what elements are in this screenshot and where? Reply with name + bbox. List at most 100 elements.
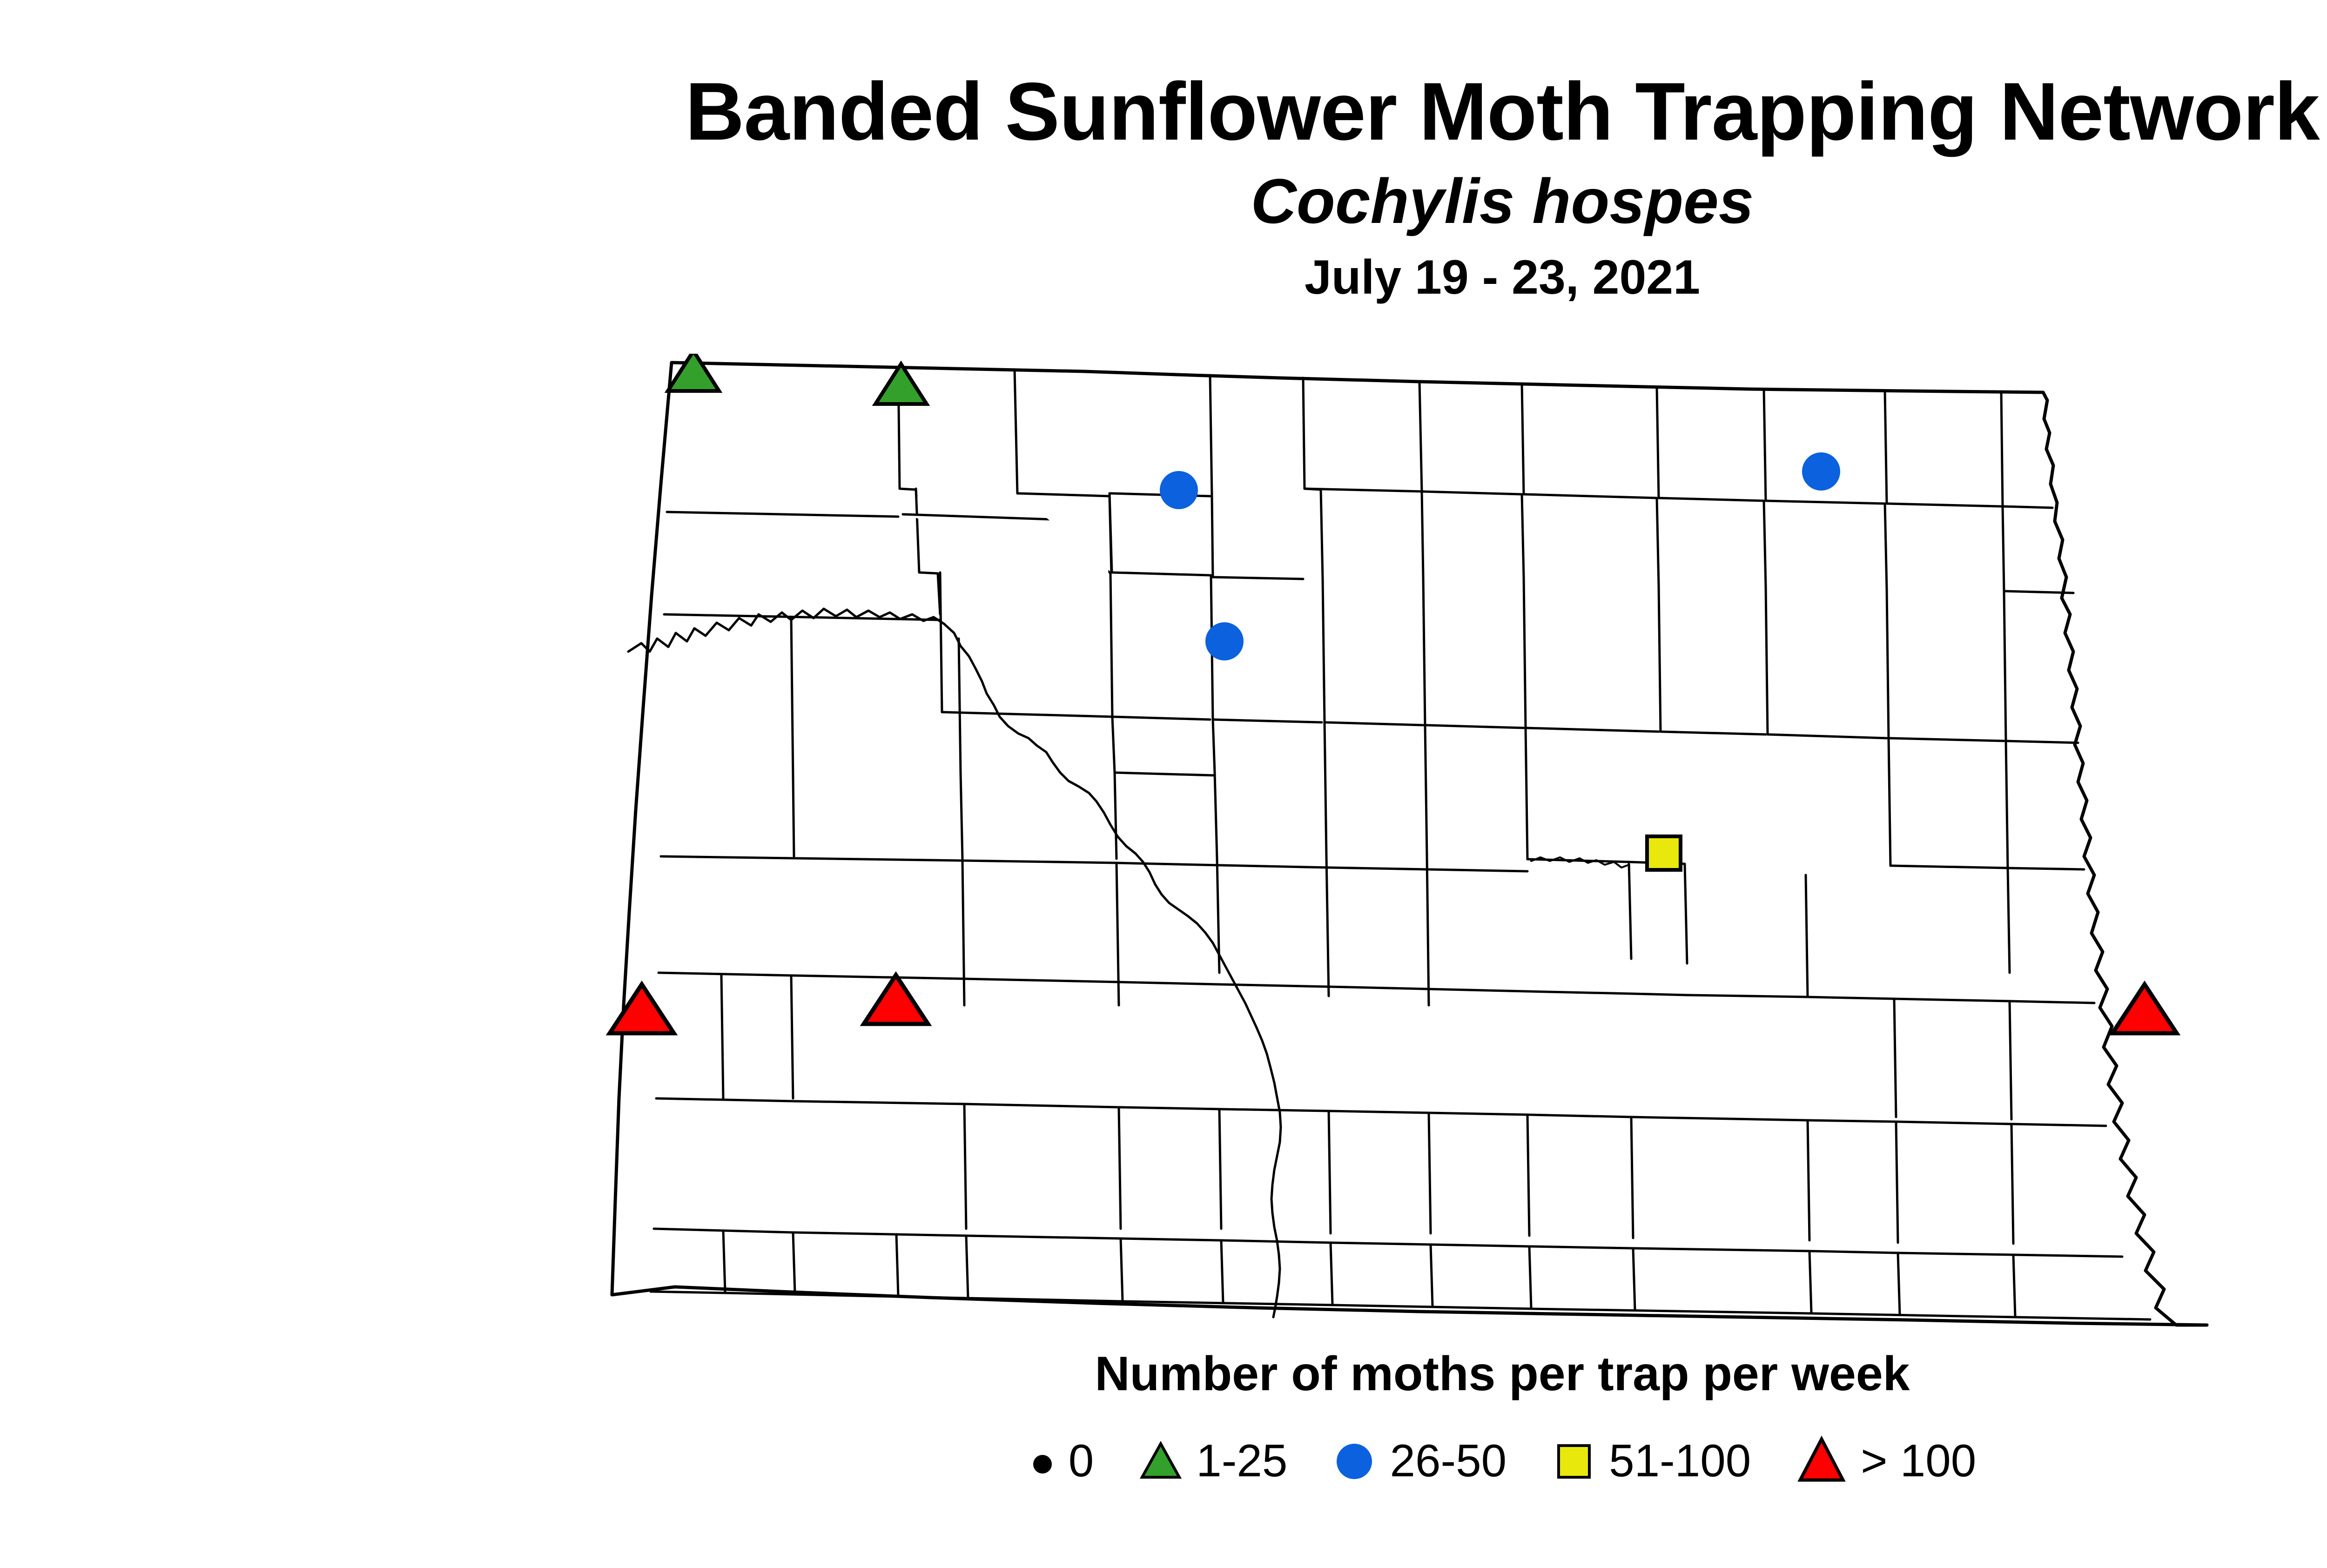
legend-item-0[interactable]: 0 (1029, 1437, 1094, 1484)
county-line (722, 1229, 726, 1293)
map-marker-triangle-red[interactable] (860, 971, 932, 1026)
county-line (1883, 389, 1888, 505)
map-marker-square-yellow[interactable] (1645, 834, 1682, 872)
county-line (961, 859, 966, 1007)
county-line (1427, 1111, 1529, 1116)
county-line (1327, 1110, 1332, 1235)
county-line (1119, 1237, 1124, 1302)
county-line (1218, 1108, 1330, 1112)
county-line (939, 571, 943, 713)
county-line (649, 1290, 726, 1294)
title-block: Banded Sunflower Moth Trapping Network C… (0, 0, 2327, 302)
legend-item-1-25[interactable]: 1-25 (1137, 1437, 1287, 1484)
county-line (1522, 493, 1660, 587)
county-line (2008, 1000, 2013, 1121)
county-line (1810, 1312, 2152, 1321)
legend-spacer (1094, 1460, 1137, 1461)
legend-item-51-100[interactable]: 51-100 (1550, 1437, 1751, 1484)
county-line (804, 616, 942, 621)
county-line (1632, 1247, 1636, 1311)
county-line (790, 616, 795, 858)
county-line (1420, 490, 1525, 579)
county-line (1429, 1243, 1531, 1248)
county-line (1329, 1241, 1334, 1306)
legend-item-over-100[interactable]: > 100 (1795, 1433, 1976, 1487)
map-marker-circle-blue[interactable] (1205, 622, 1244, 660)
county-line (2010, 1123, 2015, 1245)
county-line (793, 974, 966, 980)
county-line (915, 487, 942, 616)
county-line (1427, 988, 1529, 993)
county-line (1111, 715, 1211, 721)
county-line (1762, 388, 1767, 502)
county-line (1686, 994, 1807, 998)
county-line (1211, 495, 1305, 580)
county-line (1117, 1106, 1221, 1110)
legend-title: Number of moths per trap per week (1095, 1347, 1910, 1401)
county-line (1655, 386, 1660, 499)
map-marker-triangle-green[interactable] (664, 354, 723, 393)
square-icon (1550, 1437, 1597, 1484)
county-line (2001, 505, 2054, 509)
legend-item-26-50[interactable]: 26-50 (1331, 1437, 1506, 1484)
county-line (724, 1292, 900, 1298)
county-line (957, 637, 964, 860)
county-line (1808, 1250, 1813, 1314)
county-line (792, 1231, 968, 1237)
map-marker-circle-blue[interactable] (1160, 471, 1198, 509)
county-line (1524, 727, 1660, 733)
triangle-icon (1137, 1437, 1184, 1484)
legend-label: 26-50 (1390, 1435, 1507, 1486)
north-dakota-county-map (605, 354, 2209, 1327)
county-line (1526, 990, 1633, 995)
county-line (1424, 724, 1525, 729)
county-line (657, 971, 795, 977)
county-boundaries (610, 361, 2209, 1327)
county-line (1804, 996, 2096, 1004)
county-line (1804, 874, 1809, 998)
county-line (2003, 590, 2075, 594)
county-line (1108, 492, 1211, 577)
county-line (1426, 855, 1430, 1007)
county-line (897, 1295, 1124, 1303)
county-line (941, 711, 1114, 718)
county-line (1808, 1250, 2124, 1258)
map-marker-triangle-red[interactable] (605, 980, 678, 1036)
species-subtitle: Cochylis hospes (1251, 166, 1754, 236)
county-line (963, 1103, 1120, 1109)
county-line (659, 855, 1118, 864)
legend-items-row: 0 1-25 26-50 51-100 (0, 1433, 2327, 1487)
triangle-icon (1795, 1433, 1849, 1487)
date-range-label: July 19 - 23, 2021 (1305, 250, 1700, 304)
legend-label: > 100 (1861, 1435, 1977, 1486)
page-title: Banded Sunflower Moth Trapping Network (685, 66, 2320, 157)
county-line (793, 1100, 966, 1105)
county-line (1520, 382, 1525, 496)
county-line (1659, 730, 1767, 736)
county-line (1887, 737, 2005, 742)
legend: Number of moths per trap per week 0 1-25 (0, 1350, 2327, 1487)
county-line (1113, 771, 1118, 860)
county-line (1013, 368, 1019, 495)
county-line (1209, 374, 1213, 498)
county-line (1766, 733, 1888, 740)
county-line (663, 613, 807, 619)
county-line (1329, 1241, 1432, 1246)
map-marker-triangle-green[interactable] (872, 360, 930, 406)
legend-spacer (1751, 1460, 1795, 1461)
lake-sakakawea (627, 607, 1258, 1029)
county-line (1806, 1119, 1811, 1242)
circle-icon (1331, 1437, 1378, 1484)
county-line (1218, 983, 1330, 988)
map-marker-triangle-red[interactable] (2108, 980, 2181, 1036)
map-marker-circle-blue[interactable] (1802, 452, 1840, 491)
county-line (963, 977, 1120, 983)
county-line (792, 1231, 796, 1294)
county-line (1220, 1239, 1224, 1304)
devils-lake (1530, 856, 1630, 868)
county-line (965, 1234, 969, 1299)
county-line (1323, 721, 1425, 727)
county-line (1220, 1239, 1332, 1244)
dot-icon (1029, 1437, 1056, 1484)
